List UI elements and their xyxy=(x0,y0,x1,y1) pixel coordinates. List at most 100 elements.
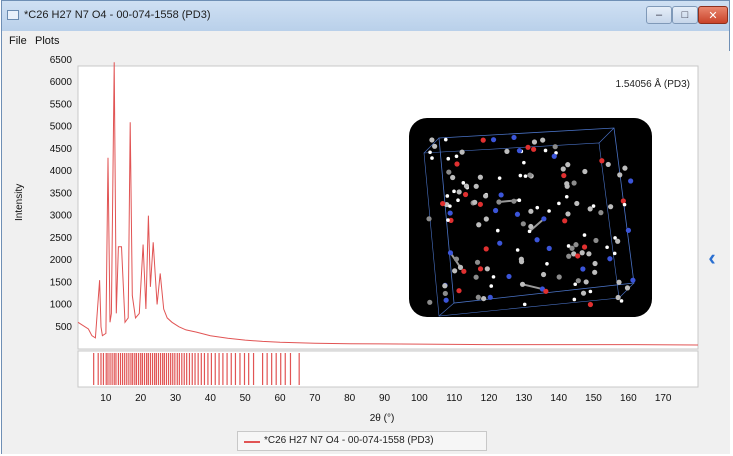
atom xyxy=(520,221,526,227)
x-tick-label: 100 xyxy=(411,393,428,404)
minimize-icon: – xyxy=(655,9,663,21)
atom xyxy=(547,209,551,213)
chevron-left-icon[interactable]: ‹ xyxy=(708,245,716,270)
atom xyxy=(452,268,458,274)
atom xyxy=(443,297,449,303)
legend-swatch xyxy=(244,441,260,443)
atom xyxy=(630,277,636,283)
atom xyxy=(591,204,596,208)
minimize-button[interactable]: – xyxy=(646,6,672,24)
atom xyxy=(528,208,534,214)
x-tick-label: 90 xyxy=(379,393,391,404)
atom xyxy=(481,295,487,302)
atom xyxy=(572,297,577,302)
atom xyxy=(571,251,577,257)
atom xyxy=(432,143,438,149)
x-tick-label: 80 xyxy=(344,393,356,404)
atom xyxy=(459,149,465,155)
atom xyxy=(442,283,448,289)
atom xyxy=(545,262,549,266)
x-tick-label: 60 xyxy=(274,393,286,404)
atom xyxy=(543,288,549,294)
atom xyxy=(531,139,538,145)
atom xyxy=(475,294,481,300)
y-tick-label: 1000 xyxy=(50,300,73,311)
x-tick-label: 40 xyxy=(205,393,217,404)
y-tick-label: 3000 xyxy=(50,211,73,222)
atom xyxy=(495,228,500,233)
atom xyxy=(622,165,628,171)
atom xyxy=(575,278,581,284)
atom xyxy=(476,222,482,228)
atom xyxy=(518,256,524,262)
atom xyxy=(625,227,632,233)
atom xyxy=(498,192,504,198)
atom xyxy=(457,264,464,270)
atom xyxy=(517,198,522,203)
atom xyxy=(588,289,593,294)
atom xyxy=(583,279,589,285)
atom xyxy=(562,218,568,224)
title-bar[interactable]: *C26 H27 N7 O4 - 00-074-1558 (PD3) – □ ✕ xyxy=(2,1,729,31)
atom xyxy=(454,161,460,167)
atom xyxy=(426,216,432,222)
atom xyxy=(531,146,537,152)
atom xyxy=(477,266,484,272)
atom xyxy=(628,178,634,184)
x-tick-label: 50 xyxy=(240,393,252,404)
atom xyxy=(582,233,587,237)
atom xyxy=(535,205,540,210)
atom xyxy=(565,162,571,168)
close-icon: ✕ xyxy=(708,9,718,22)
atom xyxy=(528,223,534,230)
atom xyxy=(605,161,611,168)
atom xyxy=(598,210,604,216)
bond xyxy=(528,218,545,233)
atom xyxy=(522,302,527,307)
atom xyxy=(540,137,546,143)
atom xyxy=(580,266,586,272)
menu-bar: File Plots xyxy=(2,31,729,51)
atom xyxy=(483,193,489,199)
atom xyxy=(473,183,479,189)
window-title: *C26 H27 N7 O4 - 00-074-1558 (PD3) xyxy=(24,9,211,21)
atom xyxy=(430,156,434,160)
atom xyxy=(504,148,510,154)
y-tick-label: 5000 xyxy=(50,122,73,133)
atom xyxy=(622,202,627,207)
atom xyxy=(592,269,598,275)
atom xyxy=(617,172,623,178)
atom xyxy=(608,204,614,210)
x-tick-label: 70 xyxy=(309,393,321,404)
x-tick-label: 120 xyxy=(481,393,498,404)
app-icon[interactable] xyxy=(7,10,19,20)
atom xyxy=(448,217,454,223)
atom xyxy=(427,299,433,305)
atom xyxy=(511,134,517,141)
maximize-button[interactable]: □ xyxy=(672,6,698,24)
atom xyxy=(586,251,592,257)
atom xyxy=(522,160,526,165)
x-axis-label: 2θ (°) xyxy=(370,413,395,424)
atom xyxy=(573,282,578,287)
legend: *C26 H27 N7 O4 - 00-074-1558 (PD3) xyxy=(237,431,487,451)
atom xyxy=(463,183,470,189)
atom xyxy=(557,201,561,206)
atom xyxy=(612,251,617,256)
atom xyxy=(440,200,446,207)
atom xyxy=(487,294,493,300)
atom xyxy=(599,158,605,164)
x-tick-label: 160 xyxy=(620,393,637,404)
atom xyxy=(587,301,594,308)
atom xyxy=(573,242,579,248)
menu-plots[interactable]: Plots xyxy=(35,35,60,47)
y-tick-label: 4500 xyxy=(50,144,73,155)
menu-file[interactable]: File xyxy=(9,35,27,47)
x-tick-label: 30 xyxy=(170,393,182,404)
close-button[interactable]: ✕ xyxy=(698,6,728,24)
y-tick-label: 3500 xyxy=(50,188,73,199)
atom xyxy=(569,245,575,251)
series-line xyxy=(77,62,699,346)
molecule-structure-image xyxy=(409,118,652,317)
